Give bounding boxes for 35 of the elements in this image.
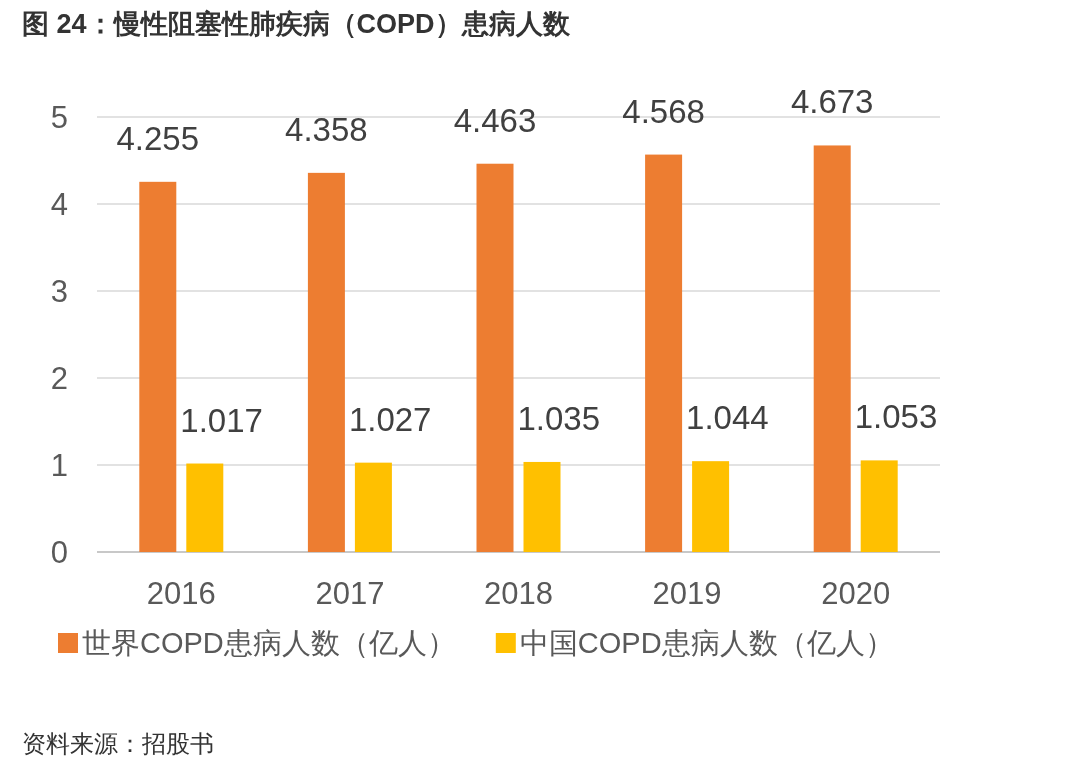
data-label: 4.673 (790, 83, 874, 121)
data-label: 1.044 (686, 399, 769, 437)
legend-label: 中国COPD患病人数（亿人） (519, 627, 894, 659)
legend-label: 世界COPD患病人数（亿人） (82, 627, 456, 659)
bar (645, 154, 683, 552)
chart-title: 图 24：慢性阻塞性肺疾病（COPD）患病人数 (22, 9, 571, 39)
data-label: 1.017 (180, 401, 263, 439)
y-tick-label: 0 (50, 535, 68, 570)
bar (307, 172, 345, 552)
bar (186, 463, 224, 552)
bar (813, 145, 851, 552)
y-tick-label: 5 (50, 100, 68, 135)
x-tick-label: 2017 (315, 576, 385, 611)
data-label: 1.027 (348, 400, 432, 438)
y-tick-label: 4 (50, 187, 68, 222)
text: 资料来源：招股书 (22, 730, 214, 757)
bar (139, 181, 177, 552)
data-label: 4.255 (116, 119, 200, 157)
x-tick-label: 2020 (821, 576, 891, 611)
x-tick-label: 2018 (484, 576, 553, 611)
data-label: 1.053 (854, 398, 938, 436)
bar (860, 460, 898, 552)
bar (354, 462, 392, 552)
data-label: 4.358 (285, 110, 368, 148)
data-label: 4.463 (453, 101, 537, 139)
bar (476, 163, 514, 552)
x-tick-label: 2016 (146, 576, 216, 611)
data-label: 1.035 (517, 399, 601, 437)
y-tick-label: 2 (50, 361, 68, 396)
bar (692, 461, 730, 552)
x-tick-label: 2019 (652, 576, 722, 611)
y-tick-label: 3 (50, 274, 68, 309)
bar (523, 461, 561, 552)
data-label: 4.568 (622, 92, 705, 130)
y-tick-label: 1 (50, 448, 68, 483)
